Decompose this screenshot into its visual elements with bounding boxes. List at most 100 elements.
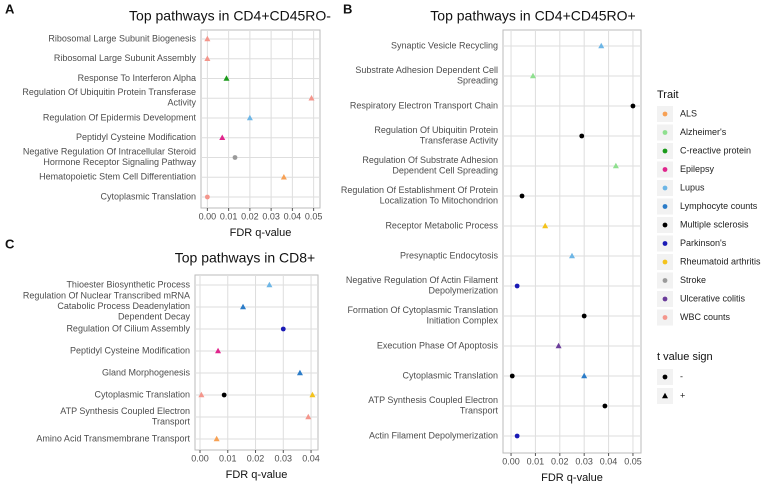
panel-label: A [5,1,15,16]
y-tick-label: Actin Filament Depolymerization [369,430,498,440]
point [280,326,286,332]
y-tick-label: Cytoplasmic Translation [94,389,190,399]
x-tick-label: 0.03 [275,453,293,463]
y-tick-label: Hematopoietic Stem Cell Differentiation [39,172,196,182]
legend-swatch [662,296,668,302]
legend-label: - [680,371,683,381]
y-tick-label: Ribosomal Large Subunit Biogenesis [48,33,196,43]
point [529,72,536,79]
legend-swatch [662,204,668,209]
legend-swatch [662,259,668,265]
legend-label: Multiple sclerosis [680,219,749,229]
y-tick-label: Cytoplasmic Translation [100,191,196,201]
y-tick-label: Regulation Of Substrate Adhesion Dependen… [362,155,498,176]
point [612,162,619,169]
legend-label: Parkinson's [680,238,727,248]
point [569,252,575,259]
y-tick-label: Regulation Of Ubiquitin Protein Transfera… [374,125,498,146]
point [305,413,312,420]
point [280,174,287,180]
panel-label: C [5,236,15,251]
x-tick-label: 0.05 [305,211,323,221]
legend-title: Trait [657,89,679,101]
chart-title: Top pathways in CD4+CD45RO- [129,8,331,24]
point [198,391,205,398]
legend-swatch [662,148,668,154]
legend-swatch [662,130,668,135]
x-tick-label: 0.04 [600,456,618,466]
legend-swatch [662,111,668,117]
legend-label: Rheumatoid arthritis [680,256,761,266]
y-tick-label: Thioester Biosynthetic Process [66,279,190,289]
point [213,435,220,442]
x-tick-label: 0.01 [219,453,237,463]
y-tick-label: Formation Of Cytoplasmic Translation Init… [347,305,498,326]
x-axis-label: FDR q-value [226,469,288,481]
legend-label: Stroke [680,275,706,285]
chart-title: Top pathways in CD4+CD45RO+ [430,8,635,24]
x-tick-label: 0.00 [191,453,209,463]
x-tick-label: 0.02 [241,211,259,221]
y-tick-label: Negative Regulation Of Intracellular Ste… [23,147,197,168]
y-tick-label: Amino Acid Transmembrane Transport [36,433,190,443]
point [232,155,238,160]
x-tick-label: 0.03 [575,456,593,466]
x-tick-label: 0.03 [262,211,280,221]
x-axis-label: FDR q-value [541,472,603,484]
y-tick-label: Regulation Of Ubiquitin Protein Transfer… [22,87,196,108]
point [215,347,222,354]
y-tick-label: Synaptic Vesicle Recycling [391,40,498,50]
y-tick-label: Gland Morphogenesis [102,367,191,377]
x-tick-label: 0.01 [220,211,238,221]
point [223,75,230,81]
y-tick-label: Receptor Metabolic Process [385,220,498,230]
legend-swatch [662,222,668,228]
legend-swatch [662,241,668,246]
point [598,42,605,49]
legend-label: Alzheimer's [680,127,727,137]
legend-swatch [662,315,668,320]
x-tick-label: 0.04 [284,211,302,221]
point [542,222,549,229]
y-tick-label: Execution Phase Of Apoptosis [377,340,499,350]
x-axis-label: FDR q-value [230,227,292,239]
point [246,114,253,121]
plot-area [200,29,321,209]
x-tick-label: 0.05 [624,456,642,466]
legend-label: Ulcerative colitis [680,293,746,303]
point [309,391,316,398]
point [266,281,273,288]
legend-swatch [662,167,668,172]
point [204,55,211,61]
y-tick-label: Regulation Of Cilium Assembly [66,323,190,333]
legend-swatch [662,278,668,283]
point [308,95,315,101]
y-tick-label: Cytoplasmic Translation [402,370,498,380]
x-tick-label: 0.02 [247,453,265,463]
y-tick-label: Ribosomal Large Subunit Assembly [54,53,197,63]
legend-label: + [680,390,685,400]
legend-label: WBC counts [680,312,731,322]
legend-swatch [662,185,668,191]
y-tick-label: Substrate Adhesion Dependent Cell Spreadi… [355,65,498,86]
y-tick-label: Regulation Of Nuclear Transcribed mRNA Ca… [23,291,191,322]
point [519,193,525,199]
legend-label: C-reactive protein [680,145,751,155]
point [630,103,636,109]
point [204,35,211,42]
y-tick-label: Regulation Of Establishment Of Protein Lo… [341,185,498,206]
y-tick-label: Peptidyl Cysteine Modification [70,345,190,355]
point [219,134,226,140]
legend-swatch [662,374,668,380]
y-tick-label: Regulation Of Epidermis Development [43,112,197,122]
plot-area [194,274,319,451]
x-tick-label: 0.01 [527,456,545,466]
y-tick-label: Response To Interferon Alpha [78,73,196,83]
x-tick-label: 0.00 [502,456,520,466]
y-tick-label: ATP Synthesis Coupled Electron Transport [60,406,190,427]
point [514,283,520,289]
x-tick-label: 0.04 [302,453,320,463]
point [581,313,587,319]
legend-title: t value sign [657,351,713,363]
legend-label: Lupus [680,182,705,192]
